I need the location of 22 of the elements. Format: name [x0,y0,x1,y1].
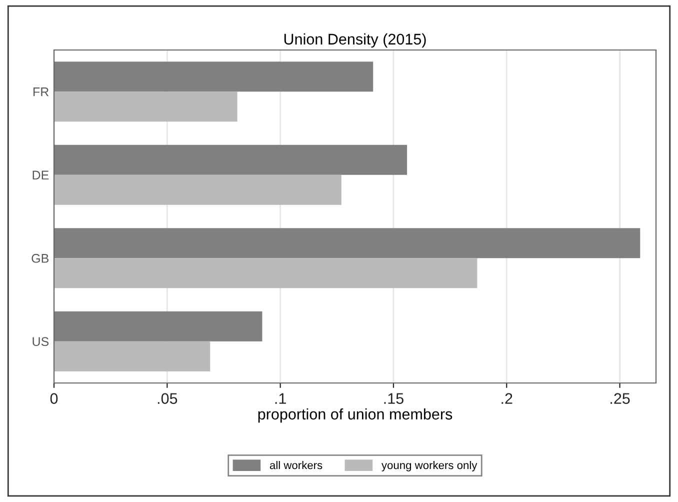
legend-label: all workers [270,460,322,470]
x-tick-label: .05 [158,393,178,404]
x-tick-label: .25 [610,393,630,404]
bar [54,174,342,205]
legend-label: young workers only [381,460,478,472]
x-tick-label: .1 [275,393,286,404]
bar [54,92,238,122]
y-tick-label: US [32,337,49,346]
x-axis-title: proportion of union members [258,408,452,423]
y-tick-label: GB [32,254,48,263]
x-tick-label: .2 [502,393,512,404]
chart-title: Union Density (2015) [284,33,426,48]
bar [54,341,210,372]
y-tick-label: FR [34,88,49,96]
bar [54,62,374,92]
bar [54,228,640,258]
bar [54,258,478,288]
y-tick-label: DE [32,170,49,180]
x-tick-label: 0 [50,393,58,404]
bar [54,311,262,342]
x-tick-label: .15 [384,393,404,404]
bar [54,144,408,175]
